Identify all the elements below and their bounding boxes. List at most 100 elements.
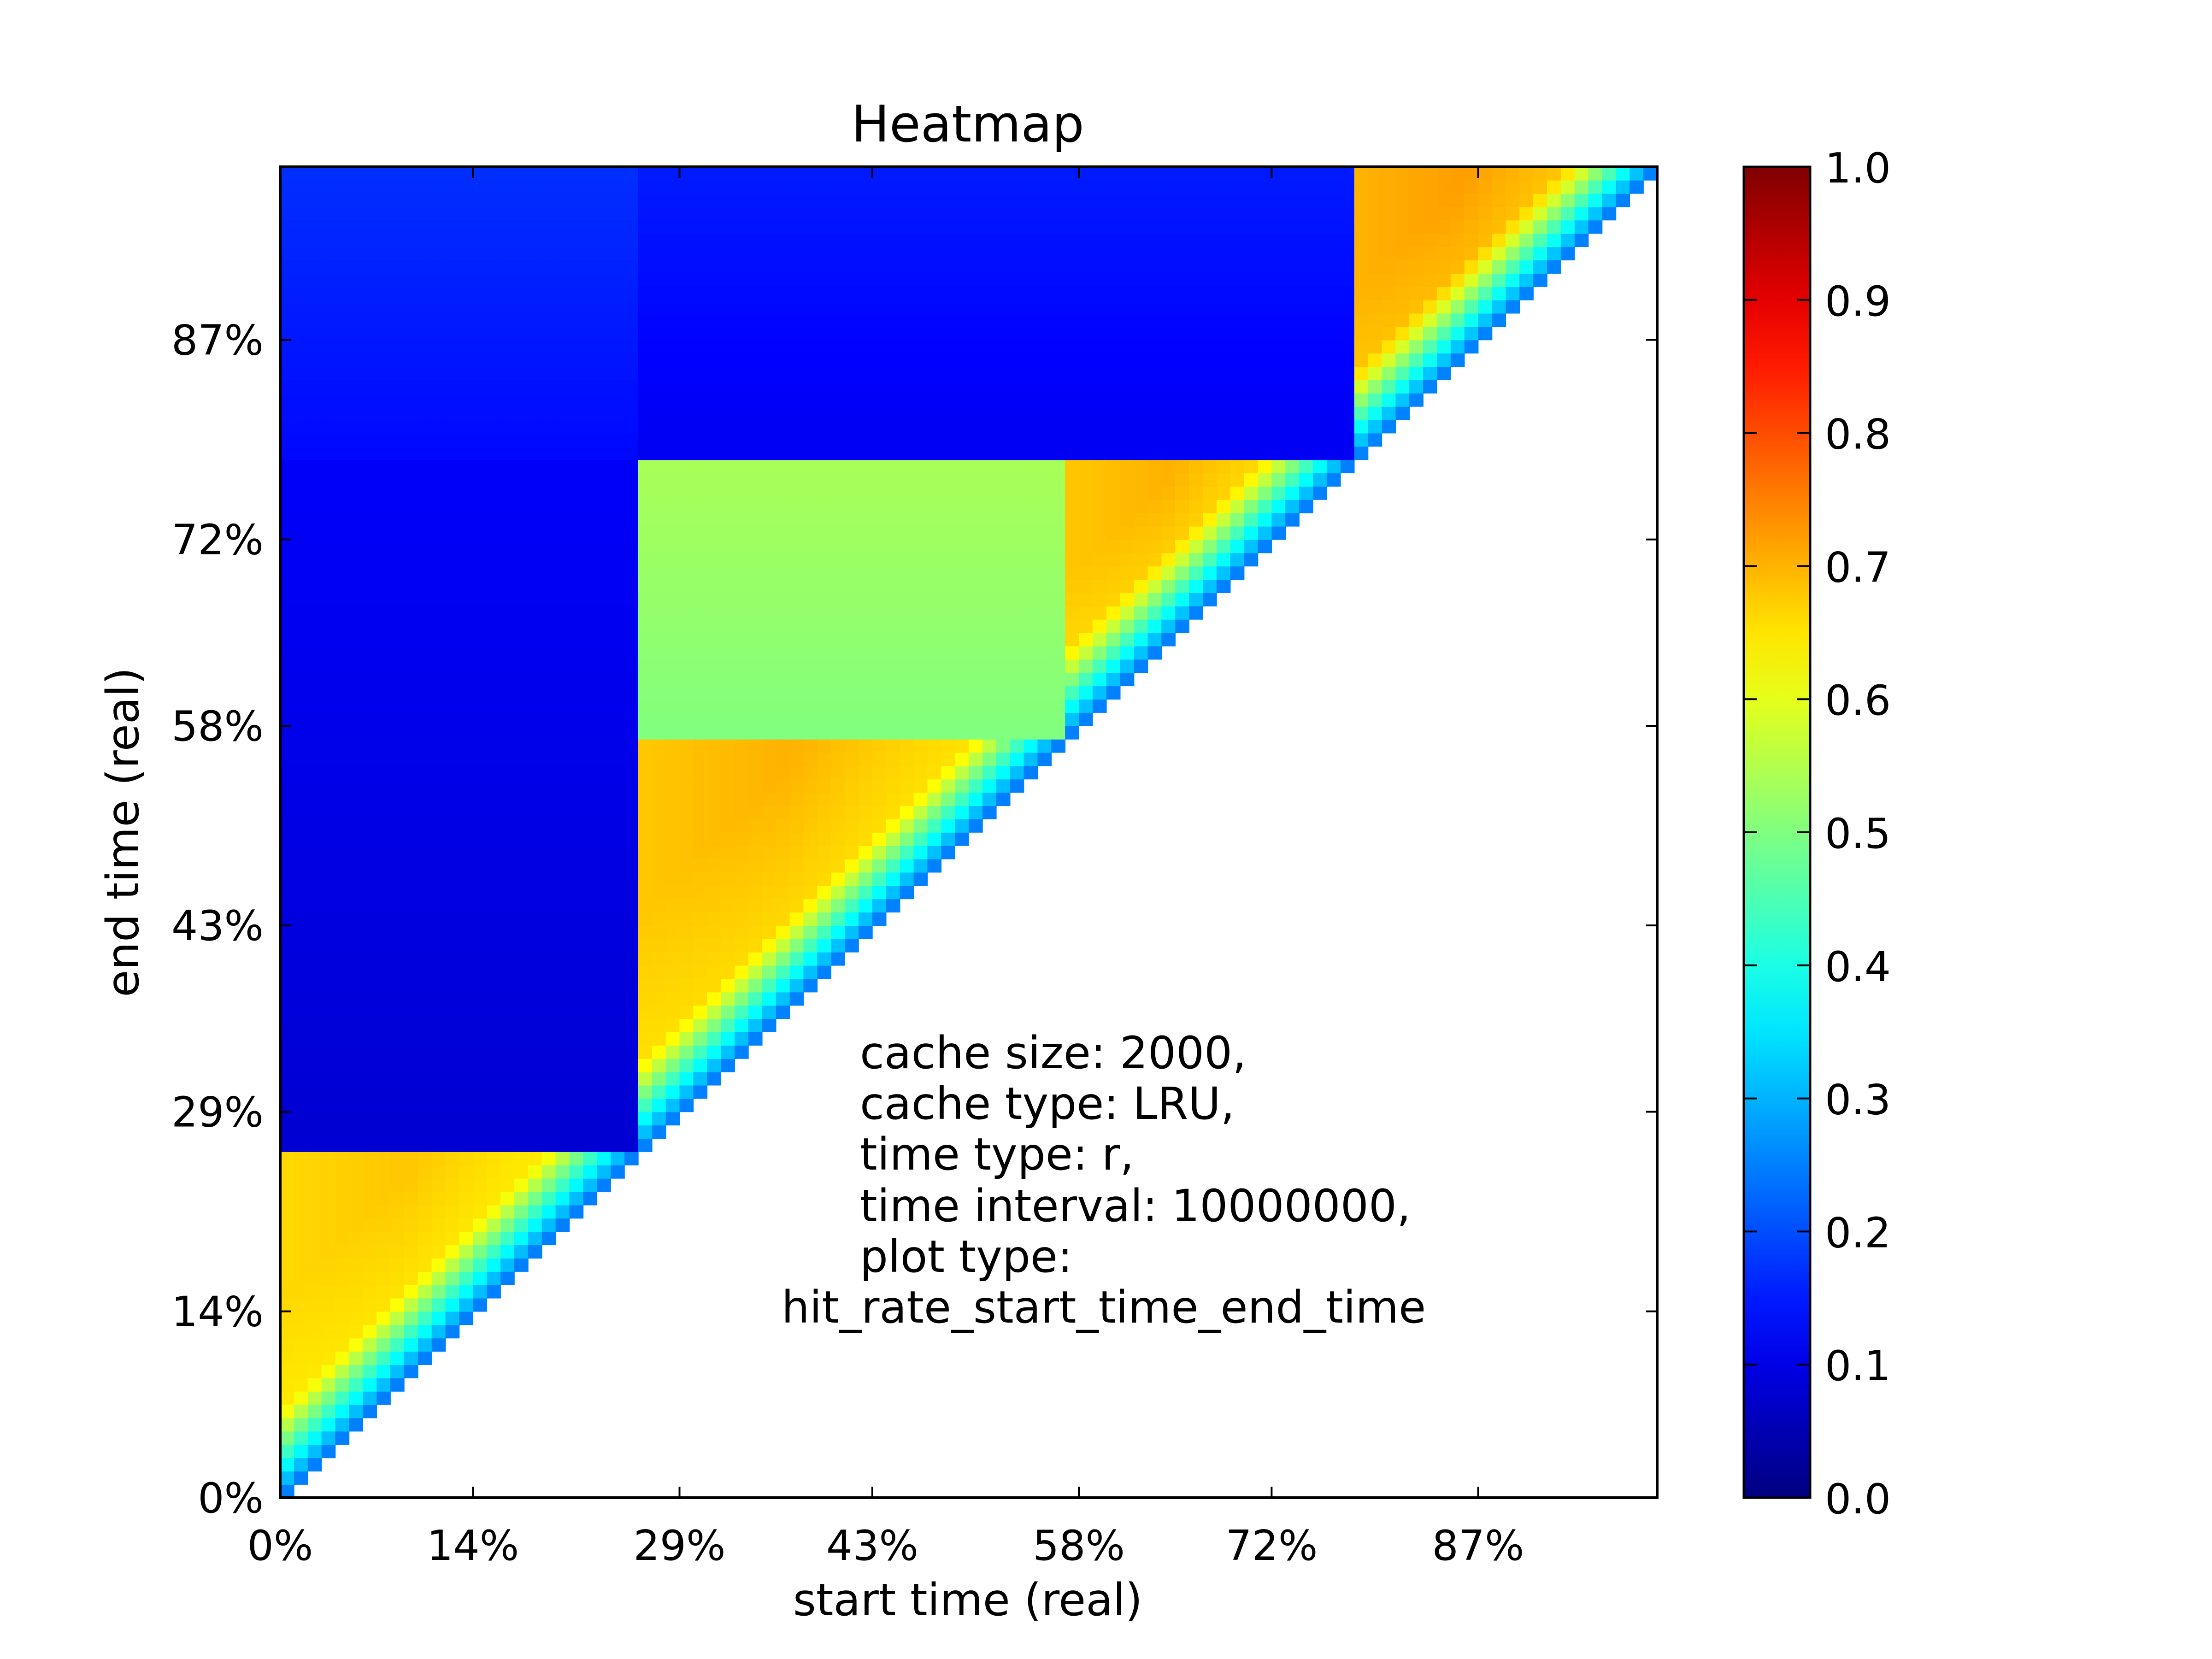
heatmap-cell	[1258, 220, 1272, 234]
heatmap-cell	[1051, 419, 1065, 434]
heatmap-cell	[1368, 406, 1382, 420]
heatmap-cell	[652, 1032, 666, 1046]
heatmap-cell	[459, 206, 474, 221]
heatmap-cell	[624, 606, 639, 620]
heatmap-cell	[679, 593, 694, 606]
heatmap-cell	[872, 712, 887, 726]
heatmap-cell	[913, 406, 928, 420]
heatmap-cell	[1051, 459, 1065, 474]
heatmap-cell	[487, 925, 501, 939]
heatmap-cell	[321, 1191, 336, 1206]
heatmap-cell	[294, 1191, 308, 1206]
heatmap-cell	[693, 193, 708, 207]
heatmap-cell	[845, 380, 859, 394]
heatmap-cell	[528, 260, 542, 274]
heatmap-cell	[569, 872, 584, 886]
heatmap-cell	[927, 752, 942, 766]
heatmap-cell	[748, 606, 763, 620]
heatmap-cell	[1436, 247, 1451, 260]
heatmap-cell	[693, 180, 708, 194]
heatmap-cell	[748, 167, 763, 181]
heatmap-cell	[335, 659, 350, 673]
heatmap-cell	[280, 699, 294, 713]
heatmap-cell	[1450, 233, 1465, 247]
heatmap-cell	[1313, 193, 1327, 207]
heatmap-cell	[541, 393, 556, 407]
heatmap-cell	[1464, 220, 1479, 234]
heatmap-cell	[1024, 699, 1038, 713]
heatmap-cell	[762, 606, 777, 620]
heatmap-cell	[280, 273, 294, 287]
heatmap-cell	[377, 167, 391, 181]
heatmap-cell	[280, 845, 294, 859]
heatmap-cell	[611, 1032, 625, 1046]
heatmap-cell	[913, 739, 928, 753]
heatmap-cell	[1395, 233, 1410, 247]
heatmap-cell	[404, 872, 418, 886]
heatmap-cell	[528, 1059, 542, 1072]
heatmap-cell	[1037, 260, 1052, 274]
heatmap-cell	[597, 1165, 611, 1179]
heatmap-cell	[707, 446, 721, 460]
heatmap-cell	[555, 593, 570, 606]
heatmap-cell	[487, 939, 501, 953]
heatmap-cell	[363, 1404, 377, 1418]
heatmap-cell	[735, 539, 749, 553]
heatmap-cell	[735, 978, 749, 993]
heatmap-cell	[280, 326, 294, 341]
heatmap-cell	[927, 500, 942, 513]
heatmap-cell	[307, 273, 322, 287]
heatmap-cell	[377, 925, 391, 939]
heatmap-cell	[418, 632, 432, 647]
heatmap-cell	[638, 606, 653, 620]
heatmap-cell	[707, 406, 721, 420]
heatmap-cell	[528, 1165, 542, 1179]
heatmap-cell	[638, 553, 653, 567]
heatmap-cell	[307, 1431, 322, 1445]
heatmap-cell	[514, 1032, 529, 1046]
heatmap-cell	[459, 792, 474, 806]
heatmap-cell	[1299, 206, 1313, 221]
heatmap-cell	[445, 1098, 460, 1112]
heatmap-cell	[459, 699, 474, 713]
heatmap-cell	[996, 726, 1011, 740]
heatmap-cell	[1244, 526, 1259, 540]
heatmap-cell	[748, 486, 763, 500]
heatmap-cell	[1189, 593, 1203, 606]
heatmap-cell	[1409, 286, 1424, 300]
heatmap-cell	[1079, 433, 1093, 447]
heatmap-cell	[679, 286, 694, 300]
heatmap-cell	[1106, 433, 1121, 447]
heatmap-cell	[624, 699, 639, 713]
heatmap-cell	[762, 500, 777, 513]
heatmap-cell	[624, 393, 639, 407]
heatmap-cell	[679, 699, 694, 713]
heatmap-cell	[611, 845, 625, 859]
heatmap-cell	[748, 433, 763, 447]
heatmap-cell	[528, 380, 542, 394]
heatmap-cell	[831, 206, 845, 221]
heatmap-cell	[1037, 752, 1052, 766]
heatmap-cell	[500, 978, 515, 993]
heatmap-cell	[831, 806, 845, 819]
heatmap-cell	[418, 233, 432, 247]
heatmap-cell	[390, 686, 405, 700]
heatmap-cell	[1120, 340, 1135, 354]
heatmap-cell	[445, 792, 460, 806]
heatmap-cell	[307, 899, 322, 913]
heatmap-cell	[652, 300, 666, 314]
heatmap-cell	[445, 526, 460, 540]
heatmap-cell	[500, 686, 515, 700]
heatmap-cell	[349, 393, 364, 407]
heatmap-cell	[1051, 699, 1065, 713]
heatmap-cell	[404, 313, 418, 327]
heatmap-cell	[913, 553, 928, 567]
heatmap-cell	[1024, 353, 1038, 367]
heatmap-cell	[721, 606, 735, 620]
heatmap-cell	[721, 553, 735, 567]
heatmap-cell	[294, 326, 308, 341]
heatmap-cell	[459, 859, 474, 873]
heatmap-cell	[597, 819, 611, 833]
heatmap-cell	[611, 473, 625, 487]
heatmap-cell	[335, 1059, 350, 1072]
